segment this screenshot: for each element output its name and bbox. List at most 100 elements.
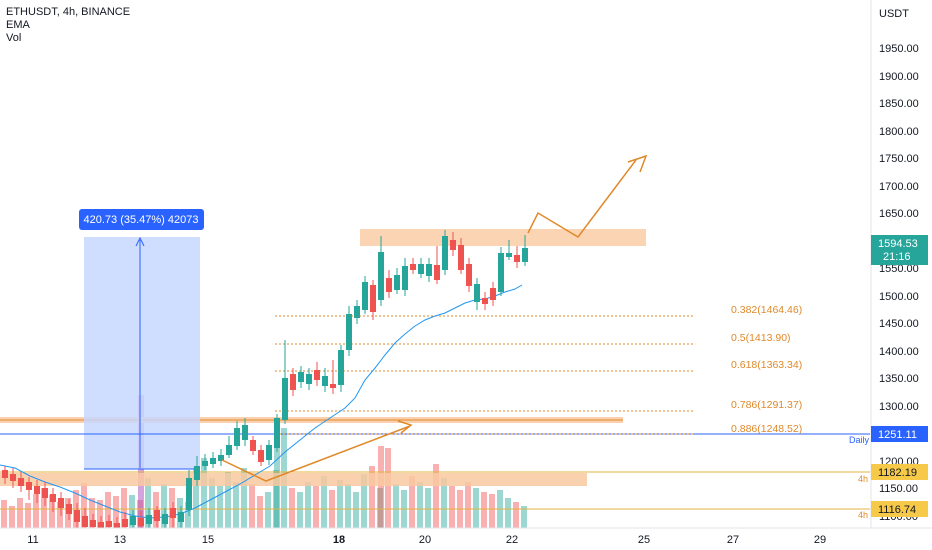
volume-bar [81,483,87,528]
candle [130,510,136,529]
volume-bar [393,484,399,528]
price-tick-label: 1300.00 [879,401,919,413]
candle [290,368,296,396]
candle [210,452,216,468]
candle [282,340,288,424]
support-zone-lower[interactable] [0,473,587,486]
measure-range-box[interactable] [84,237,200,469]
price-tick-label: 1700.00 [879,181,919,193]
level-4h-a-badge [871,464,928,480]
fib-label-0382: 0.382(1464.46) [731,304,802,316]
fib-label-0886: 0.886(1248.52) [731,423,802,435]
volume-bar [257,496,263,528]
candle [2,466,8,484]
countdown-value: 21:16 [883,251,911,263]
candle [506,240,512,260]
volume-bar [313,486,319,528]
candle [418,258,424,278]
candle [442,230,448,275]
candle [394,268,400,294]
volume-bar [25,503,31,528]
candle [410,258,416,274]
level-4h-b-value: 1116.74 [878,504,916,516]
measure-label: 420.73 (35.47%) 42073 [84,214,199,226]
candle [386,270,392,298]
volume-bar [513,502,519,528]
volume-bar [378,446,384,528]
chart-legend: ETHUSDT, 4h, BINANCE EMA Vol [6,6,130,45]
candle [258,445,264,466]
time-tick-label: 27 [727,534,739,546]
candle [482,292,488,310]
label-4h-b: 4h [858,510,868,520]
measure-label-box[interactable] [79,209,204,230]
volume-bar [425,488,431,528]
level-4h-b-badge [871,501,928,517]
price-tick-label: 1450.00 [879,318,919,330]
candle [250,436,256,455]
fib-retracement[interactable]: 0.382(1464.46) 0.5(1413.90) 0.618(1363.3… [275,304,802,435]
volume-bar [49,495,55,528]
candle [298,366,304,388]
volume-bar [105,492,111,528]
candle [90,514,96,529]
symbol-title[interactable]: ETHUSDT, 4h, BINANCE [6,6,131,18]
label-4h-a: 4h [858,474,868,484]
level-4h-a-value: 1182.19 [878,467,917,479]
volume-bar [321,476,327,528]
volume-bar [201,458,207,528]
indicator-ema[interactable]: EMA [6,19,30,31]
candle [466,258,472,292]
volume-bar [441,478,447,528]
volume-bar [433,464,439,528]
price-tick-label: 1400.00 [879,346,919,358]
bounce-arrow-head [397,420,413,434]
candle [66,499,72,520]
candle [202,454,208,470]
time-tick-label: 18 [333,534,345,546]
fib-label-0618: 0.618(1363.34) [731,359,802,371]
volume-bar [289,488,295,528]
time-tick-label: 29 [814,534,826,546]
price-tick-label: 1850.00 [879,98,919,110]
candle [514,246,520,268]
last-price-badge [871,235,928,265]
volume-bar [9,506,15,528]
candle [34,480,40,503]
daily-level-badge [871,426,928,442]
volume-bar [353,492,359,528]
candle [402,258,408,296]
volume-bar [273,470,279,528]
volume-bar [33,494,39,528]
volume-bar [265,492,271,528]
indicator-vol[interactable]: Vol [6,32,22,44]
volume-bar [409,476,415,528]
fib-label-0786: 0.786(1291.37) [731,399,802,411]
volume-bar [345,484,351,528]
projection-path[interactable] [527,159,637,238]
candle [330,360,336,394]
candle [26,477,32,500]
volume-bar [145,478,151,528]
candle [106,515,112,529]
candle [218,449,224,466]
bounce-path[interactable] [221,425,411,482]
volume-bar [385,448,391,528]
volume-bar [129,495,135,528]
time-tick-label: 25 [638,534,650,546]
candle [498,247,504,296]
candle [98,516,104,529]
volume-bar [17,498,23,528]
time-axis-panel[interactable] [0,528,871,550]
volume-bar [361,474,367,528]
time-tick-label: 15 [202,534,214,546]
volume-bar [57,502,63,528]
volume-bar [481,492,487,528]
price-tick-label: 1650.00 [879,208,919,220]
candle [522,235,528,266]
resistance-zone[interactable] [360,229,646,246]
candle [314,362,320,386]
price-tick-label: 1150.00 [879,483,918,495]
